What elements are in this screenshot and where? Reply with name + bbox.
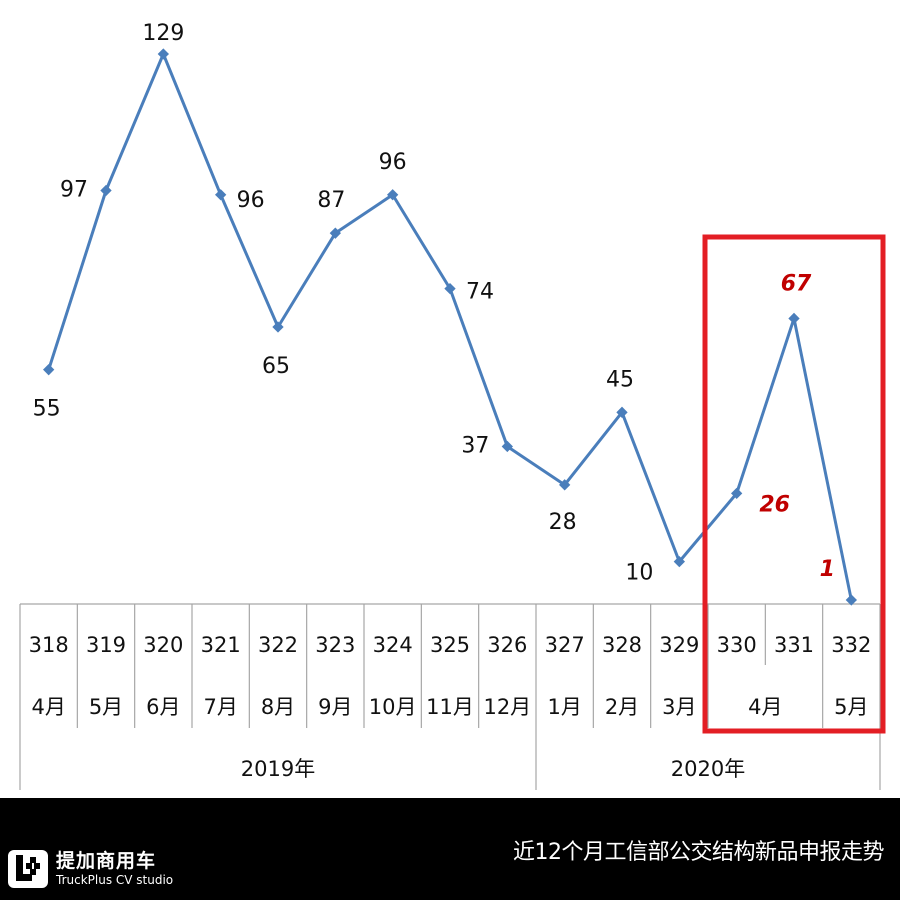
- logo-mark-icon: [8, 850, 48, 888]
- batch-label: 325: [430, 633, 470, 657]
- batch-label: 323: [315, 633, 355, 657]
- line-chart: 55 97 129 96 65 87 96 74 37 28 45 10 26 67 1 318 319 320…: [19, 21, 886, 790]
- highlight-box: [702, 234, 886, 734]
- data-markers: [43, 48, 857, 606]
- data-point-marker: [43, 363, 55, 376]
- data-point-marker: [731, 487, 743, 500]
- data-label: 45: [606, 367, 634, 392]
- batch-label: 320: [143, 633, 183, 657]
- batch-label: 326: [487, 633, 527, 657]
- data-label: 26: [759, 492, 790, 517]
- data-point-marker: [329, 227, 341, 239]
- series-line: [47, 52, 853, 601]
- axis-table-labels: 318 319 320 321 322 323 324 325 326 327 328 329 330 3…: [29, 633, 872, 781]
- data-label: 67: [781, 271, 812, 296]
- batch-label: 322: [258, 633, 298, 657]
- logo-chinese-name: 提加商用车: [56, 850, 157, 872]
- data-point-marker: [100, 184, 112, 197]
- batch-label: 329: [659, 633, 699, 657]
- month-label: 5月: [834, 695, 868, 719]
- data-point-marker: [157, 48, 169, 60]
- batch-label: 327: [545, 633, 585, 657]
- data-label: 97: [60, 178, 88, 203]
- data-label: 10: [625, 561, 653, 586]
- month-label: 12月: [483, 695, 531, 719]
- data-point-marker: [616, 406, 628, 418]
- batch-label: 331: [774, 633, 814, 657]
- data-label: 74: [466, 280, 494, 305]
- data-label: 96: [237, 188, 265, 213]
- data-label: 96: [379, 150, 407, 175]
- batch-label: 319: [86, 633, 126, 657]
- month-label: 3月: [662, 695, 696, 719]
- logo-english-name: TruckPlus CV studio: [56, 873, 174, 887]
- data-label: 55: [33, 397, 61, 422]
- data-label: 129: [142, 21, 184, 46]
- month-label: 4月: [31, 695, 65, 719]
- batch-label: 330: [717, 633, 757, 657]
- year-label: 2019年: [241, 757, 315, 781]
- data-point-marker: [387, 189, 399, 201]
- data-label: 65: [262, 354, 290, 379]
- data-label: 37: [461, 433, 489, 458]
- data-labels: 55 97 129 96 65 87 96 74 37 28 45 10 26 67 1: [33, 21, 835, 586]
- year-label: 2020年: [671, 757, 745, 781]
- data-point-marker: [845, 594, 857, 606]
- month-label: 11月: [426, 695, 474, 719]
- batch-label: 328: [602, 633, 642, 657]
- batch-label: 321: [201, 633, 241, 657]
- month-label: 8月: [261, 695, 295, 719]
- month-label: 2月: [605, 695, 639, 719]
- data-point-marker: [215, 189, 227, 201]
- data-label: 1: [820, 557, 835, 582]
- month-label: 4月: [748, 695, 782, 719]
- axis-table-grid: [19, 603, 881, 790]
- month-label: 6月: [146, 695, 180, 719]
- chart-title: 近12个月工信部公交结构新品申报走势: [513, 840, 885, 865]
- batch-label: 318: [29, 633, 69, 657]
- data-point-marker: [673, 555, 685, 568]
- batch-label: 332: [831, 633, 871, 657]
- month-label: 5月: [89, 695, 123, 719]
- month-label: 7月: [203, 695, 237, 719]
- data-point-marker: [788, 312, 800, 325]
- data-point-marker: [444, 282, 456, 295]
- month-label: 1月: [547, 695, 581, 719]
- month-label: 10月: [369, 695, 417, 719]
- data-label: 87: [317, 188, 345, 213]
- brand-logo: 提加商用车 TruckPlus CV studio: [8, 850, 173, 888]
- footer-banner: 提加商用车 TruckPlus CV studio 近12个月工信部公交结构新品…: [0, 798, 900, 900]
- data-point-marker: [272, 321, 284, 333]
- data-point-marker: [559, 479, 571, 491]
- month-label: 9月: [318, 695, 352, 719]
- data-point-marker: [501, 440, 513, 453]
- data-label: 28: [549, 510, 577, 535]
- batch-label: 324: [373, 633, 413, 657]
